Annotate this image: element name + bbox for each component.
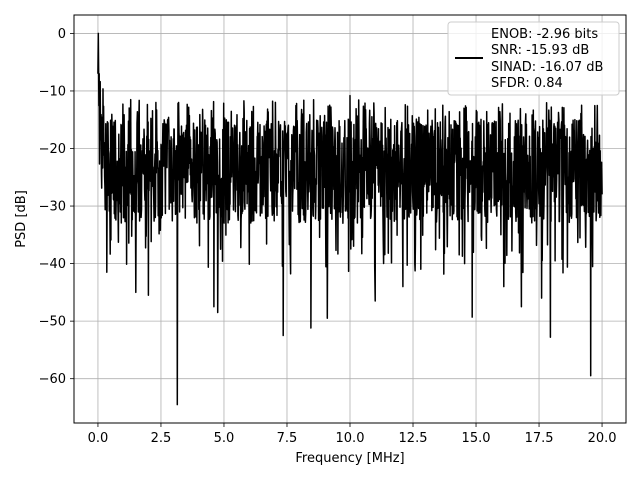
- y-tick-label: −30: [39, 200, 66, 215]
- psd-trace-line: [97, 32, 603, 406]
- y-tick-label: −60: [39, 372, 66, 387]
- x-tick-label: 17.5: [525, 431, 554, 446]
- x-tick-label: 0.0: [88, 431, 109, 446]
- legend-box: [447, 21, 620, 96]
- x-tick-label: 20.0: [588, 431, 617, 446]
- legend-enob: ENOB: -2.96 bits: [491, 27, 598, 42]
- psd-trace-group: [97, 32, 603, 406]
- x-tick-label: 5.0: [214, 431, 235, 446]
- x-tick-label: 12.5: [399, 431, 428, 446]
- x-tick-label: 7.5: [277, 431, 298, 446]
- x-tick-label: 10.0: [336, 431, 365, 446]
- y-axis-label: PSD [dB]: [14, 190, 29, 248]
- x-axis-ticks: 0.0 2.5 5.0 7.5 10.0 12.5 15.0 17.5 20.0: [88, 423, 617, 446]
- y-tick-label: −10: [39, 84, 66, 99]
- legend-sfdr: SFDR: 0.84: [491, 76, 563, 91]
- y-tick-label: −20: [39, 142, 66, 157]
- legend: ENOB: -2.96 bits SNR: -15.93 dB SINAD: -…: [447, 21, 620, 96]
- x-tick-label: 2.5: [151, 431, 172, 446]
- legend-sinad: SINAD: -16.07 dB: [491, 60, 603, 75]
- legend-snr: SNR: -15.93 dB: [491, 43, 589, 58]
- y-tick-label: −50: [39, 315, 66, 330]
- x-tick-label: 15.0: [462, 431, 491, 446]
- y-tick-label: −40: [39, 257, 66, 272]
- y-tick-label: 0: [58, 27, 66, 42]
- x-axis-label: Frequency [MHz]: [295, 451, 404, 466]
- y-axis-ticks: 0 −10 −20 −30 −40 −50 −60: [39, 27, 74, 387]
